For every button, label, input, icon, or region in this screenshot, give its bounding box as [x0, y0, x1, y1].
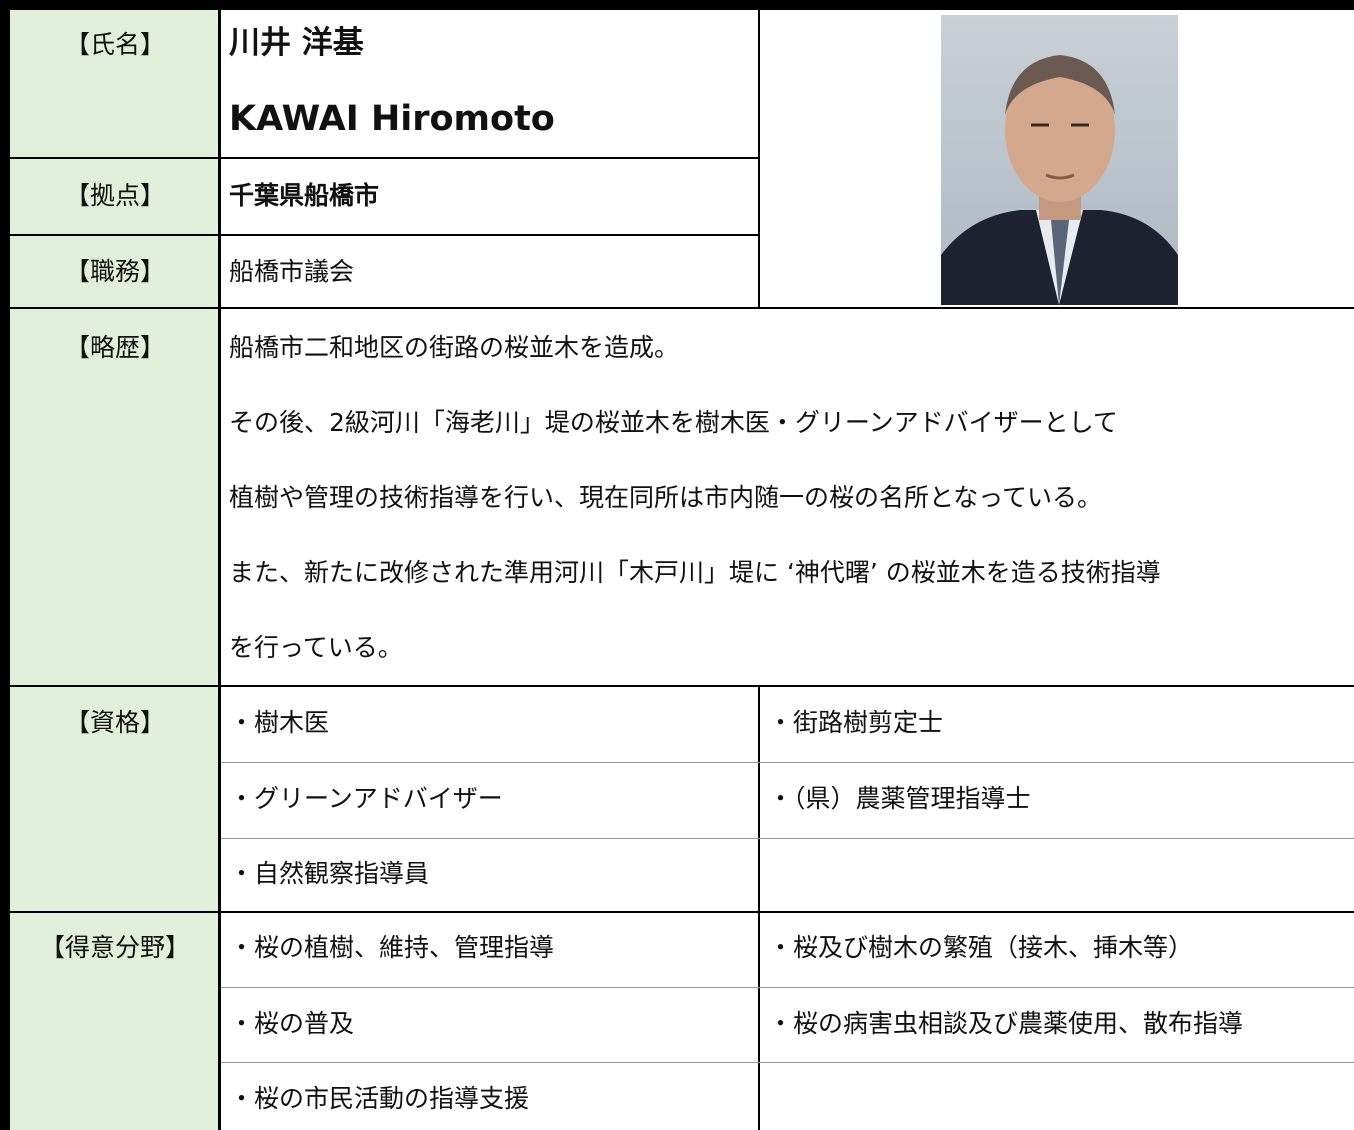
row-line [221, 762, 1354, 763]
label: 【職務】 [64, 257, 165, 286]
duty: 船橋市議会 [229, 257, 355, 286]
label: 【氏名】 [64, 30, 165, 59]
border [758, 10, 760, 308]
history-line: 植樹や管理の技術指導を行い、現在同所は市内随一の桜の名所となっている。 [229, 483, 1103, 512]
history-line: 船橋市二和地区の街路の桜並木を造成。 [229, 333, 680, 362]
specialty: ・桜の植樹、維持、管理指導 [229, 933, 555, 962]
label: 【拠点】 [64, 181, 165, 210]
history-line: を行っている。 [229, 633, 403, 662]
name-en: KAWAI Hiromoto [229, 99, 555, 139]
border [758, 686, 760, 1130]
specialty: ・桜及び樹木の繁殖（接木、挿木等） [768, 933, 1194, 962]
history-line: また、新たに改修された準用河川「木戸川」堤に ‘神代曙’ の桜並木を造る技術指導 [229, 558, 1161, 587]
name-ja: 川井 洋基 [229, 25, 364, 61]
qualification: ・（県）農薬管理指導士 [768, 783, 1031, 813]
specialty: ・桜の普及 [229, 1008, 355, 1038]
border [10, 307, 1354, 309]
border [10, 911, 1354, 913]
qualification: ・自然観察指導員 [229, 859, 430, 888]
border [0, 0, 10, 1130]
qualification: ・街路樹剪定士 [768, 708, 944, 737]
row-line [221, 987, 1354, 988]
border [10, 234, 760, 236]
border [218, 10, 221, 1130]
qualification: ・樹木医 [229, 708, 330, 737]
border [10, 157, 760, 159]
row-line [221, 838, 1354, 839]
base: 千葉県船橋市 [229, 181, 380, 210]
row-line [221, 1062, 1354, 1063]
qualification: ・グリーンアドバイザー [229, 783, 503, 813]
border [10, 685, 1354, 687]
label: 【得意分野】 [39, 933, 190, 962]
label: 【略歴】 [64, 333, 165, 362]
specialty: ・桜の病害虫相談及び農薬使用、散布指導 [768, 1008, 1244, 1038]
history-line: その後、2級河川「海老川」堤の桜並木を樹木医・グリーンアドバイザーとして [229, 408, 1118, 437]
specialty: ・桜の市民活動の指導支援 [229, 1084, 530, 1113]
border [0, 0, 1354, 10]
label: 【資格】 [64, 708, 165, 737]
portrait-photo [941, 15, 1178, 305]
label-column [10, 10, 220, 1130]
